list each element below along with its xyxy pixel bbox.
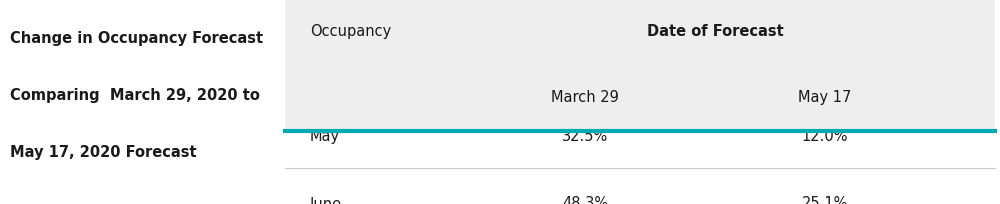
- Text: 32.5%: 32.5%: [562, 129, 608, 144]
- Text: Comparing  March 29, 2020 to: Comparing March 29, 2020 to: [10, 88, 260, 103]
- Text: 48.3%: 48.3%: [562, 196, 608, 204]
- Text: May 17: May 17: [798, 90, 852, 105]
- Text: Occupancy: Occupancy: [310, 24, 391, 40]
- Text: June: June: [310, 196, 342, 204]
- Text: Change in Occupancy Forecast: Change in Occupancy Forecast: [10, 31, 263, 46]
- Text: May: May: [310, 129, 340, 144]
- Bar: [285, 0, 995, 131]
- Text: May 17, 2020 Forecast: May 17, 2020 Forecast: [10, 145, 197, 160]
- Text: Date of Forecast: Date of Forecast: [647, 24, 783, 40]
- Text: 12.0%: 12.0%: [802, 129, 848, 144]
- Text: 25.1%: 25.1%: [802, 196, 848, 204]
- Text: March 29: March 29: [551, 90, 619, 105]
